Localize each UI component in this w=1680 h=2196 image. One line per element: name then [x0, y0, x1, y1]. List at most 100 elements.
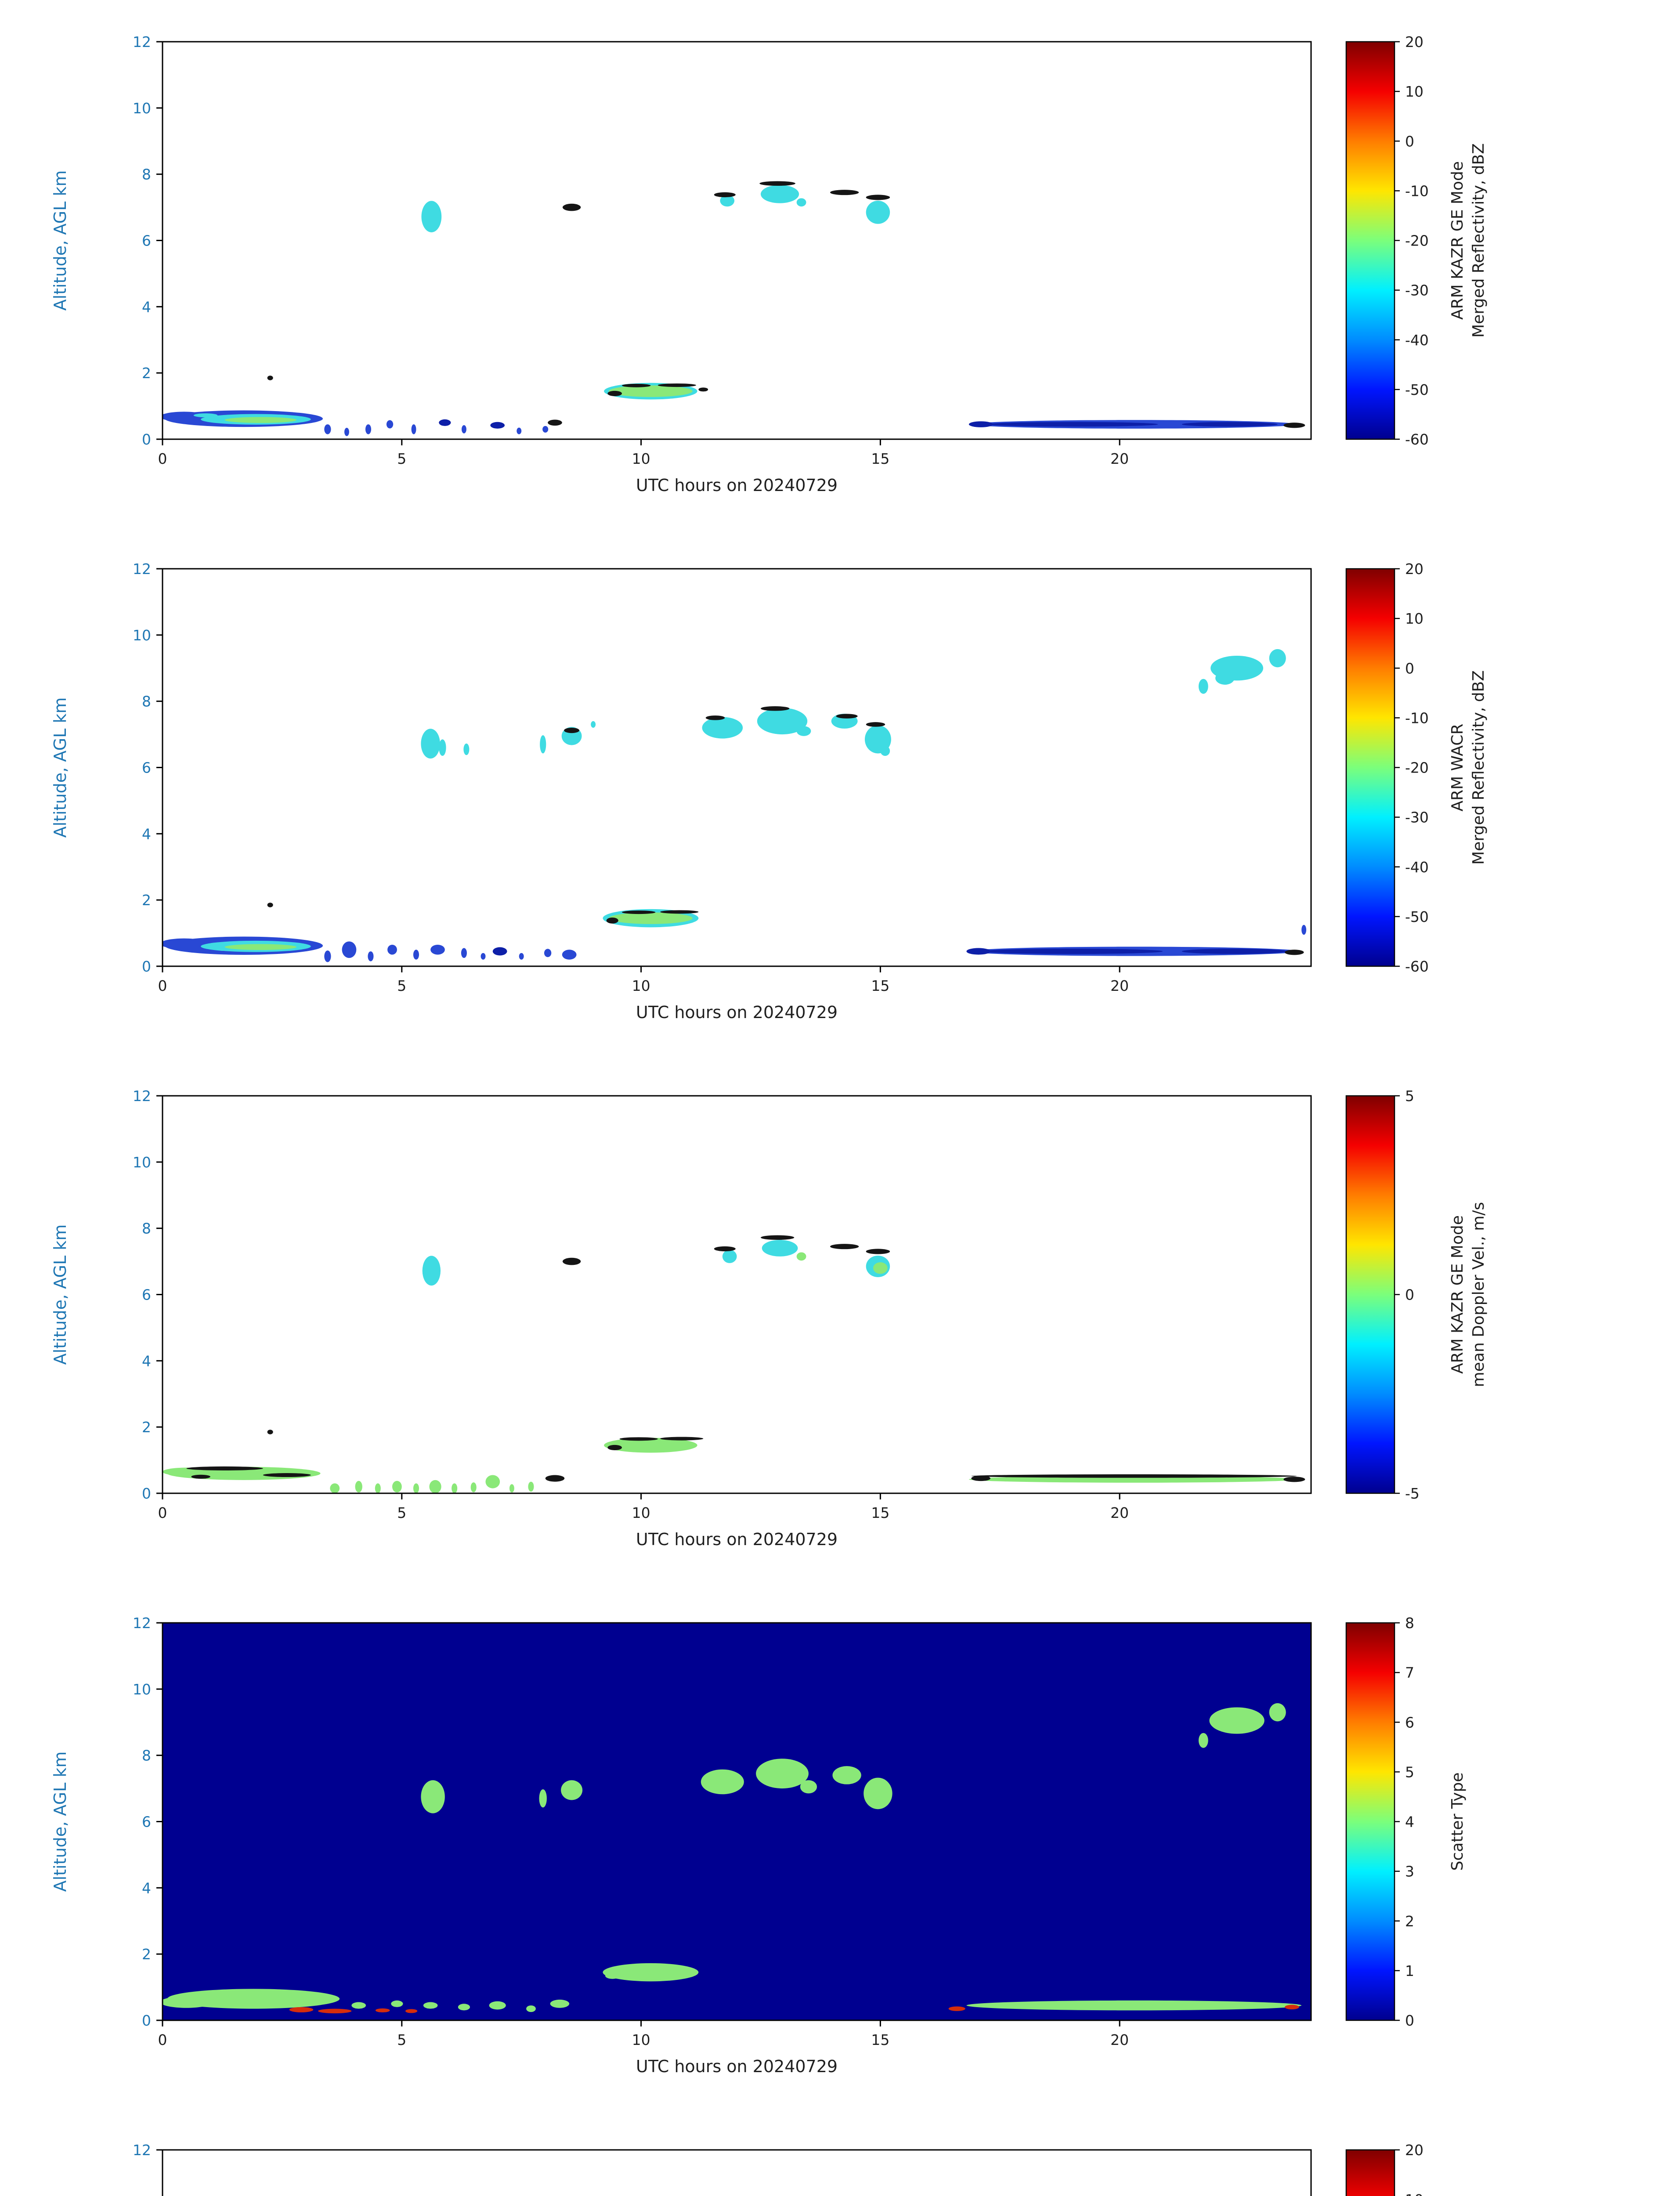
echo-blob: [548, 419, 562, 426]
x-tick-label: 10: [632, 450, 650, 467]
echo-blob: [429, 1480, 441, 1493]
colorbar-tick-label: -5: [1405, 1485, 1420, 1502]
y-tick-label: 4: [142, 825, 151, 842]
echo-blob: [318, 2008, 352, 2014]
echo-blob: [368, 951, 374, 961]
colorbar-tick-label: 2: [1405, 1913, 1414, 1930]
echo-blob: [267, 376, 273, 380]
colorbar-tick-label: 10: [1405, 610, 1423, 627]
colorbar-tick-label: -30: [1405, 809, 1429, 826]
echo-blob: [762, 1240, 798, 1257]
echo-blob: [722, 1250, 737, 1263]
echo-blob: [760, 706, 790, 711]
plot-background: [163, 42, 1311, 439]
echo-blob: [796, 726, 811, 736]
echo-blob: [351, 2002, 366, 2009]
colorbar-tick-label: -10: [1405, 709, 1429, 726]
y-tick-label: 12: [133, 33, 151, 51]
axes-box: [162, 2149, 1312, 2196]
echo-blob: [1215, 671, 1235, 685]
echo-blob: [1285, 2005, 1299, 2010]
echo-blob: [836, 714, 858, 719]
colorbar-tick-label: 0: [1405, 660, 1414, 677]
y-tick-label: 8: [142, 1220, 151, 1237]
y-tick-label: 8: [142, 693, 151, 710]
echo-blob: [224, 944, 297, 950]
y-tick-label: 6: [142, 232, 151, 249]
x-tick-label: 0: [158, 450, 167, 467]
colorbar-tick-label: 10: [1405, 2191, 1423, 2196]
echo-blob: [1181, 422, 1278, 427]
colorbar-tick-label: 20: [1405, 2142, 1423, 2159]
echo-blob: [968, 1476, 1299, 1483]
x-axis-label: UTC hours on 20240729: [636, 1003, 838, 1022]
x-tick-label: 15: [871, 450, 889, 467]
x-axis-label: UTC hours on 20240729: [636, 1530, 838, 1549]
echo-blob: [830, 190, 859, 195]
y-tick-label: 10: [133, 627, 151, 644]
echo-blob: [971, 1474, 1297, 1478]
x-tick-label: 20: [1110, 2031, 1129, 2048]
y-tick-label: 6: [142, 759, 151, 777]
echo-blob: [421, 729, 440, 759]
colorbar: [1345, 1095, 1395, 1494]
echo-blob: [622, 910, 656, 914]
echo-blob: [562, 1257, 581, 1265]
echo-blob: [564, 728, 580, 733]
echo-blob: [759, 181, 795, 186]
echo-blob: [660, 1437, 704, 1441]
y-tick-label: 2: [142, 1946, 151, 1963]
y-axis-label: Altitude, AGL km: [51, 1752, 70, 1892]
y-tick-label: 6: [142, 1813, 151, 1831]
colorbar-tick-label: -60: [1405, 431, 1429, 448]
echo-blob: [1283, 423, 1305, 428]
echo-blob: [405, 2009, 418, 2013]
colorbar-tick-label: 0: [1405, 133, 1414, 150]
echo-blob: [562, 203, 581, 211]
y-tick-label: 12: [133, 1087, 151, 1105]
colorbar-tick-label: -50: [1405, 381, 1429, 398]
y-tick-label: 12: [133, 1614, 151, 1632]
echo-blob: [701, 1769, 744, 1795]
x-tick-label: 15: [871, 977, 889, 994]
echo-blob: [421, 1780, 445, 1813]
y-tick-label: 0: [142, 958, 151, 975]
echo-blob: [267, 903, 273, 907]
echo-blob: [422, 1256, 441, 1286]
echo-blob: [263, 1473, 311, 1477]
colorbar-tick-label: 6: [1405, 1714, 1414, 1731]
echo-blob: [413, 1483, 419, 1493]
y-tick-label: 10: [133, 1154, 151, 1171]
colorbar-tick-label: -10: [1405, 182, 1429, 199]
colorbar-tick-label: 0: [1405, 1286, 1414, 1304]
x-tick-label: 10: [632, 977, 650, 994]
colorbar-tick-label: -40: [1405, 859, 1429, 876]
echo-blob: [387, 944, 397, 955]
colorbar: [1345, 2149, 1395, 2196]
panel-kazr_ge_doppler: 0 5 10 15 20 0 2 4 6 8 10 12 UTC hours on 20240729 Al…: [51, 1087, 1488, 1549]
plot-background: [163, 569, 1311, 966]
colorbar-title-line: ARM WACR: [1449, 724, 1467, 812]
x-tick-label: 20: [1110, 977, 1129, 994]
echo-layer: [163, 649, 1307, 962]
echo-blob: [866, 722, 885, 727]
echo-blob: [355, 1481, 362, 1493]
echo-blob: [461, 425, 466, 433]
echo-blob: [1301, 925, 1307, 935]
x-tick-label: 20: [1110, 450, 1129, 467]
echo-blob: [330, 1483, 340, 1493]
echo-blob: [439, 419, 451, 426]
colorbar-title-line: Merged Reflectivity, dBZ: [1470, 143, 1488, 338]
y-tick-label: 4: [142, 298, 151, 315]
echo-layer: [163, 181, 1305, 436]
echo-blob: [1283, 1477, 1305, 1482]
echo-blob: [421, 201, 442, 233]
colorbar-tick-label: -30: [1405, 282, 1429, 299]
echo-blob: [481, 953, 486, 960]
y-axis-label: Altitude, AGL km: [51, 170, 70, 311]
echo-blob: [1198, 679, 1208, 694]
echo-blob: [545, 1475, 565, 1482]
echo-blob: [191, 1474, 210, 1479]
y-tick-label: 8: [142, 166, 151, 183]
